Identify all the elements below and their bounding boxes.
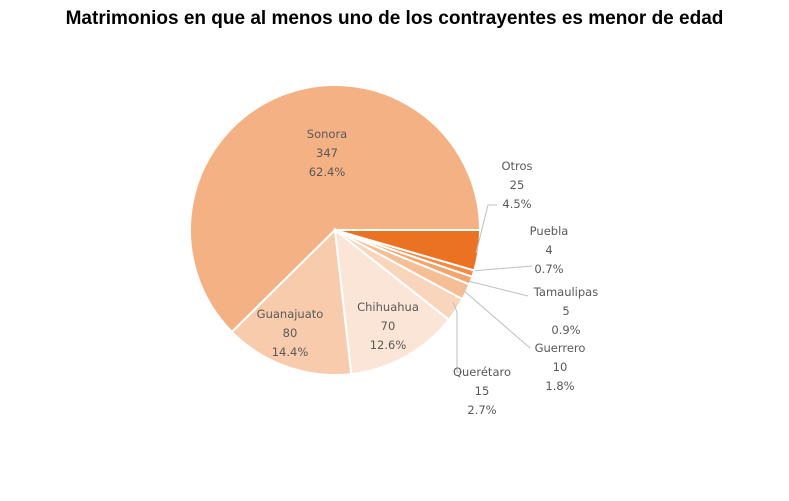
leader-line: [470, 265, 533, 272]
slice-percent: 14.4%: [272, 345, 309, 359]
slice-percent: 12.6%: [370, 338, 407, 352]
pie-slice-otros: [334, 229, 482, 272]
pie-slice-sonora: [189, 84, 482, 334]
slice-label: Otros: [501, 159, 532, 173]
slice-percent: 4.5%: [502, 197, 531, 211]
slice-percent: 0.9%: [551, 323, 580, 337]
slice-label: Chihuahua: [357, 300, 419, 314]
chart-title: Matrimonios en que al menos uno de los c…: [65, 8, 724, 29]
leader-line: [467, 280, 529, 297]
slice-label: Guanajuato: [257, 307, 324, 321]
slice-value: 4: [545, 243, 552, 257]
slice-label: Guerrero: [535, 341, 586, 355]
slice-label: Puebla: [530, 224, 569, 238]
slice-value: 80: [283, 326, 298, 340]
leader-line: [462, 289, 531, 349]
slice-percent: 2.7%: [467, 403, 496, 417]
leader-line: [452, 301, 462, 373]
slice-value: 25: [510, 178, 525, 192]
slice-value: 15: [475, 384, 490, 398]
slice-value: 10: [553, 360, 568, 374]
slice-percent: 1.8%: [545, 379, 574, 393]
slice-label: Sonora: [307, 127, 347, 141]
slice-value: 70: [381, 319, 396, 333]
leader-line: [475, 204, 497, 254]
pie-slice-chihuahua: [333, 227, 451, 376]
slice-percent: 62.4%: [309, 165, 346, 179]
slice-label: Tamaulipas: [533, 285, 598, 299]
slice-value: 5: [562, 304, 569, 318]
slice-label: Querétaro: [453, 365, 511, 379]
slice-percent: 0.7%: [534, 262, 563, 276]
pie-slice-guanajuato: [230, 227, 353, 376]
slice-value: 347: [316, 146, 338, 160]
